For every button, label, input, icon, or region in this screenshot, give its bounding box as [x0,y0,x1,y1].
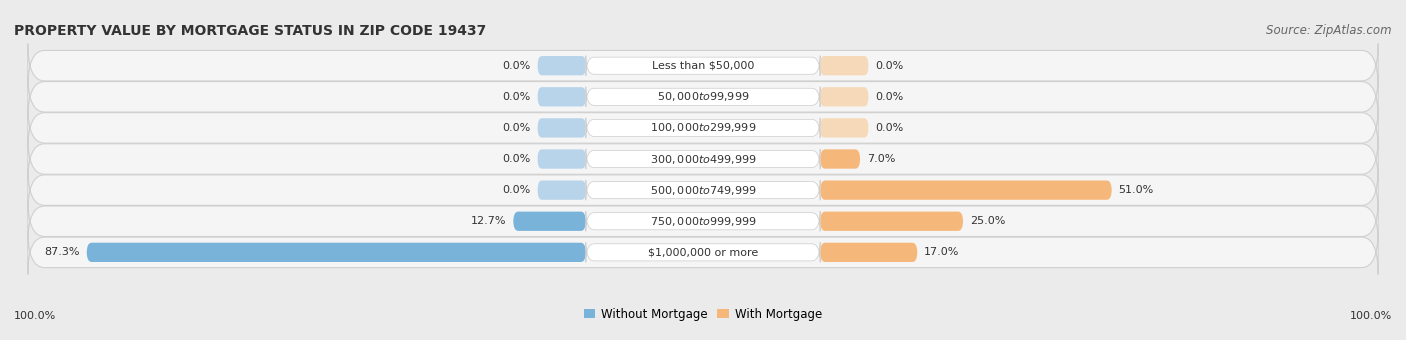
Text: 100.0%: 100.0% [14,311,56,321]
FancyBboxPatch shape [820,118,869,138]
Text: 0.0%: 0.0% [502,185,531,195]
FancyBboxPatch shape [513,211,586,231]
FancyBboxPatch shape [28,168,1378,212]
FancyBboxPatch shape [586,242,820,262]
FancyBboxPatch shape [28,137,1378,181]
FancyBboxPatch shape [820,181,1112,200]
Text: 0.0%: 0.0% [502,61,531,71]
FancyBboxPatch shape [537,181,586,200]
FancyBboxPatch shape [87,243,586,262]
FancyBboxPatch shape [820,56,869,75]
FancyBboxPatch shape [820,149,860,169]
FancyBboxPatch shape [28,230,1378,274]
FancyBboxPatch shape [820,87,869,106]
Legend: Without Mortgage, With Mortgage: Without Mortgage, With Mortgage [579,303,827,325]
FancyBboxPatch shape [586,55,820,76]
FancyBboxPatch shape [537,87,586,106]
FancyBboxPatch shape [820,211,963,231]
Text: 17.0%: 17.0% [924,248,959,257]
FancyBboxPatch shape [586,149,820,169]
Text: 0.0%: 0.0% [876,92,904,102]
FancyBboxPatch shape [28,199,1378,243]
Text: 0.0%: 0.0% [876,123,904,133]
FancyBboxPatch shape [28,44,1378,88]
FancyBboxPatch shape [586,211,820,231]
FancyBboxPatch shape [586,118,820,138]
Text: $750,000 to $999,999: $750,000 to $999,999 [650,215,756,228]
Text: 100.0%: 100.0% [1350,311,1392,321]
FancyBboxPatch shape [820,243,917,262]
FancyBboxPatch shape [28,106,1378,150]
Text: PROPERTY VALUE BY MORTGAGE STATUS IN ZIP CODE 19437: PROPERTY VALUE BY MORTGAGE STATUS IN ZIP… [14,24,486,38]
Text: $50,000 to $99,999: $50,000 to $99,999 [657,90,749,103]
Text: 0.0%: 0.0% [502,123,531,133]
Text: 51.0%: 51.0% [1119,185,1154,195]
Text: 12.7%: 12.7% [471,216,506,226]
Text: 25.0%: 25.0% [970,216,1005,226]
Text: Source: ZipAtlas.com: Source: ZipAtlas.com [1267,24,1392,37]
FancyBboxPatch shape [586,180,820,200]
Text: $100,000 to $299,999: $100,000 to $299,999 [650,121,756,134]
FancyBboxPatch shape [537,56,586,75]
Text: 0.0%: 0.0% [502,92,531,102]
FancyBboxPatch shape [537,149,586,169]
FancyBboxPatch shape [586,87,820,107]
Text: $1,000,000 or more: $1,000,000 or more [648,248,758,257]
Text: 7.0%: 7.0% [868,154,896,164]
Text: 0.0%: 0.0% [502,154,531,164]
Text: Less than $50,000: Less than $50,000 [652,61,754,71]
Text: 87.3%: 87.3% [45,248,80,257]
FancyBboxPatch shape [28,75,1378,119]
Text: $300,000 to $499,999: $300,000 to $499,999 [650,153,756,166]
Text: $500,000 to $749,999: $500,000 to $749,999 [650,184,756,197]
Text: 0.0%: 0.0% [876,61,904,71]
FancyBboxPatch shape [537,118,586,138]
